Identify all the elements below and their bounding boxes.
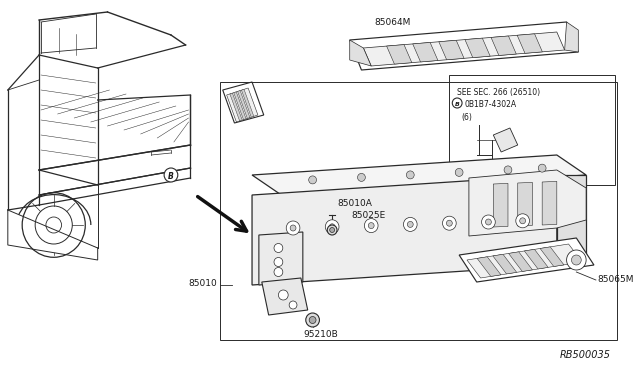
Polygon shape: [241, 89, 254, 117]
Polygon shape: [459, 238, 594, 282]
Polygon shape: [467, 244, 582, 278]
Circle shape: [309, 317, 316, 324]
Circle shape: [289, 301, 297, 309]
Polygon shape: [237, 91, 250, 118]
Text: 85025E: 85025E: [351, 211, 386, 220]
Polygon shape: [449, 75, 616, 185]
Text: 85065M: 85065M: [598, 276, 634, 285]
Circle shape: [486, 219, 492, 225]
Polygon shape: [477, 257, 501, 276]
Text: 85064M: 85064M: [374, 18, 410, 27]
Polygon shape: [230, 93, 242, 121]
Polygon shape: [234, 92, 246, 120]
Polygon shape: [387, 45, 412, 64]
Text: RB500035: RB500035: [559, 350, 611, 360]
Ellipse shape: [335, 246, 349, 253]
Polygon shape: [493, 128, 518, 152]
Polygon shape: [413, 42, 438, 62]
Polygon shape: [259, 232, 303, 285]
Polygon shape: [518, 182, 532, 226]
Polygon shape: [364, 32, 564, 66]
Circle shape: [368, 222, 374, 229]
Circle shape: [306, 313, 319, 327]
Text: B: B: [455, 102, 460, 106]
Polygon shape: [557, 175, 586, 265]
Ellipse shape: [462, 243, 476, 250]
Polygon shape: [223, 82, 264, 123]
Circle shape: [325, 220, 339, 234]
Polygon shape: [252, 155, 586, 195]
Circle shape: [504, 166, 512, 174]
Text: 0B1B7-4302A: 0B1B7-4302A: [464, 100, 516, 109]
Text: 95210B: 95210B: [303, 330, 338, 339]
Circle shape: [274, 244, 283, 253]
Polygon shape: [349, 22, 579, 70]
Polygon shape: [493, 183, 508, 227]
Polygon shape: [540, 247, 564, 266]
Circle shape: [329, 224, 335, 230]
Text: (6): (6): [461, 113, 472, 122]
Circle shape: [572, 255, 581, 265]
Circle shape: [566, 250, 586, 270]
Polygon shape: [262, 278, 308, 315]
Circle shape: [455, 169, 463, 176]
Text: SEE SEC. 266 (26510): SEE SEC. 266 (26510): [457, 88, 540, 97]
Polygon shape: [227, 88, 258, 122]
Polygon shape: [491, 36, 516, 55]
Circle shape: [286, 221, 300, 235]
Polygon shape: [524, 249, 548, 269]
Circle shape: [290, 225, 296, 231]
Polygon shape: [517, 34, 542, 53]
Text: B: B: [168, 171, 174, 180]
Text: 85010A: 85010A: [337, 199, 372, 208]
Text: 85010: 85010: [188, 279, 217, 289]
Ellipse shape: [296, 247, 310, 253]
Circle shape: [164, 168, 178, 182]
Circle shape: [481, 215, 495, 229]
Polygon shape: [564, 22, 579, 52]
Circle shape: [407, 221, 413, 227]
Circle shape: [358, 173, 365, 182]
Circle shape: [406, 171, 414, 179]
Circle shape: [452, 98, 462, 108]
Polygon shape: [8, 210, 98, 260]
Circle shape: [274, 257, 283, 266]
Polygon shape: [509, 252, 532, 272]
Circle shape: [447, 220, 452, 226]
Polygon shape: [349, 40, 371, 66]
Circle shape: [364, 219, 378, 232]
Circle shape: [403, 217, 417, 231]
Polygon shape: [252, 175, 557, 285]
Polygon shape: [439, 40, 464, 60]
Circle shape: [516, 214, 529, 228]
Circle shape: [278, 290, 288, 300]
Polygon shape: [542, 182, 557, 225]
Circle shape: [274, 267, 283, 276]
Polygon shape: [465, 38, 490, 58]
Ellipse shape: [421, 244, 435, 251]
Circle shape: [442, 216, 456, 230]
Circle shape: [538, 164, 546, 172]
Circle shape: [327, 225, 337, 235]
Ellipse shape: [379, 245, 393, 252]
Circle shape: [330, 228, 335, 232]
Polygon shape: [469, 170, 586, 236]
Polygon shape: [493, 254, 516, 274]
Circle shape: [308, 176, 317, 184]
Circle shape: [520, 218, 525, 224]
